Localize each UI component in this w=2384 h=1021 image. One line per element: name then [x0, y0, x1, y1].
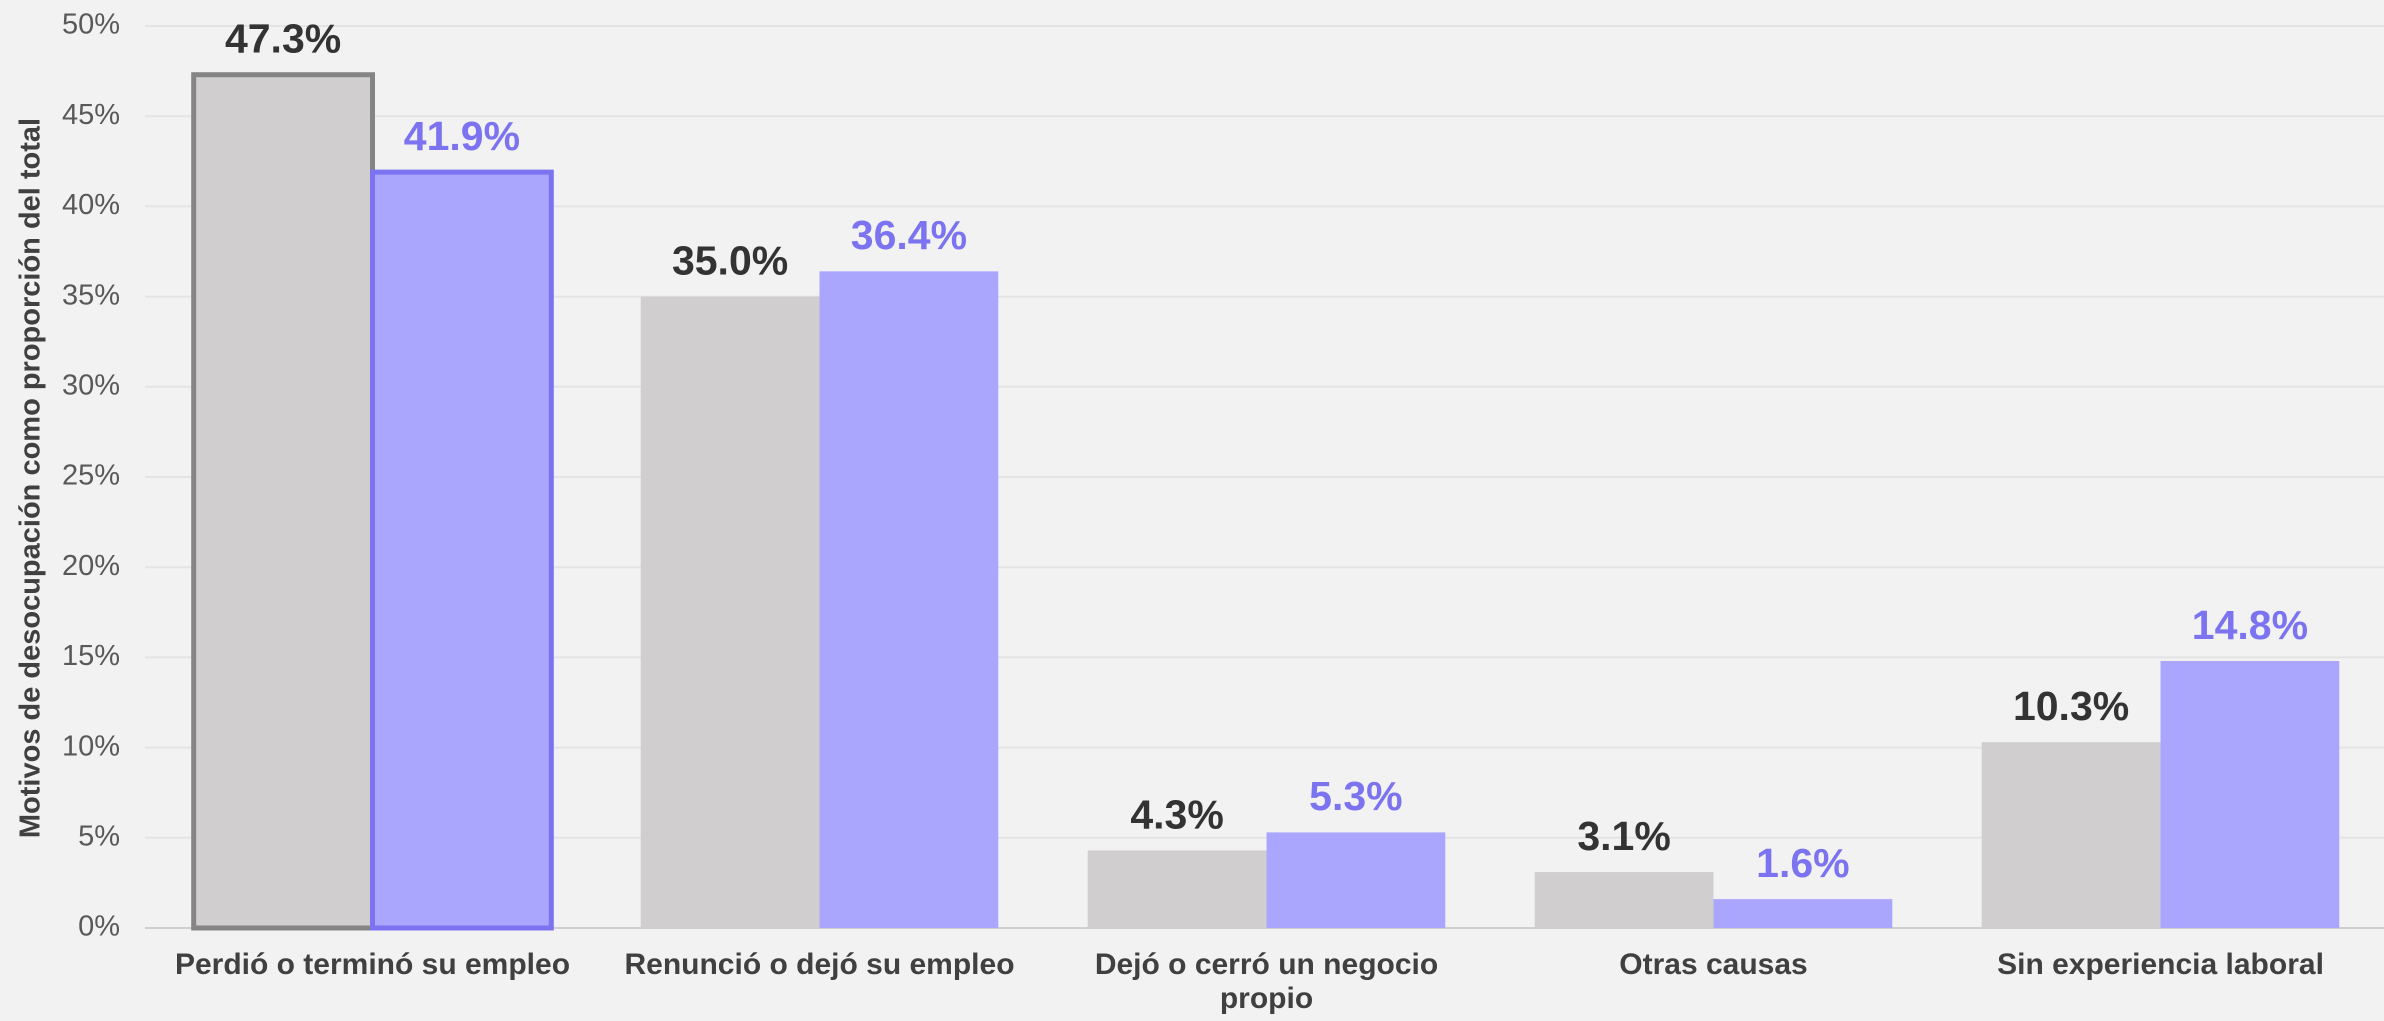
- data-label: 4.3%: [1130, 791, 1223, 837]
- bar: [1713, 899, 1893, 928]
- bar: [370, 169, 554, 931]
- y-tick-label: 0%: [78, 911, 120, 943]
- data-label: 41.9%: [404, 113, 520, 159]
- y-tick-label: 30%: [62, 369, 120, 401]
- y-tick-label: 25%: [62, 460, 120, 492]
- bar: [819, 271, 999, 928]
- bar: [640, 296, 820, 929]
- data-label: 35.0%: [672, 237, 788, 283]
- x-tick-label: Renunció o dejó su empleo: [624, 948, 1015, 981]
- data-label: 14.8%: [2192, 602, 2308, 648]
- data-label: 36.4%: [851, 212, 967, 258]
- y-tick-label: 35%: [62, 279, 120, 311]
- y-axis-label: Motivos de desocupación como proporción …: [15, 118, 47, 838]
- bar: [1087, 850, 1267, 928]
- x-tick-label: Sin experiencia laboral: [1997, 948, 2324, 981]
- y-tick-label: 10%: [62, 730, 120, 762]
- data-label: 1.6%: [1756, 840, 1849, 886]
- y-tick-label: 40%: [62, 189, 120, 221]
- x-tick-label: Dejó o cerró un negocio propio: [1094, 948, 1439, 1015]
- bar: [1266, 832, 1446, 928]
- y-tick-label: 5%: [78, 820, 120, 852]
- bar: [1534, 872, 1714, 928]
- bar: [1981, 742, 2161, 928]
- data-label: 10.3%: [2013, 683, 2129, 729]
- data-label: 47.3%: [225, 16, 341, 62]
- x-tick-label: Otras causas: [1619, 948, 1808, 981]
- y-tick-label: 50%: [62, 9, 120, 41]
- data-label: 3.1%: [1577, 813, 1670, 859]
- data-label: 5.3%: [1309, 773, 1402, 819]
- bar: [2160, 661, 2340, 928]
- x-tick-label: Perdió o terminó su empleo: [174, 948, 571, 981]
- y-tick-label: 15%: [62, 640, 120, 672]
- bar: [191, 72, 375, 931]
- y-tick-label: 20%: [62, 550, 120, 582]
- y-tick-label: 45%: [62, 99, 120, 131]
